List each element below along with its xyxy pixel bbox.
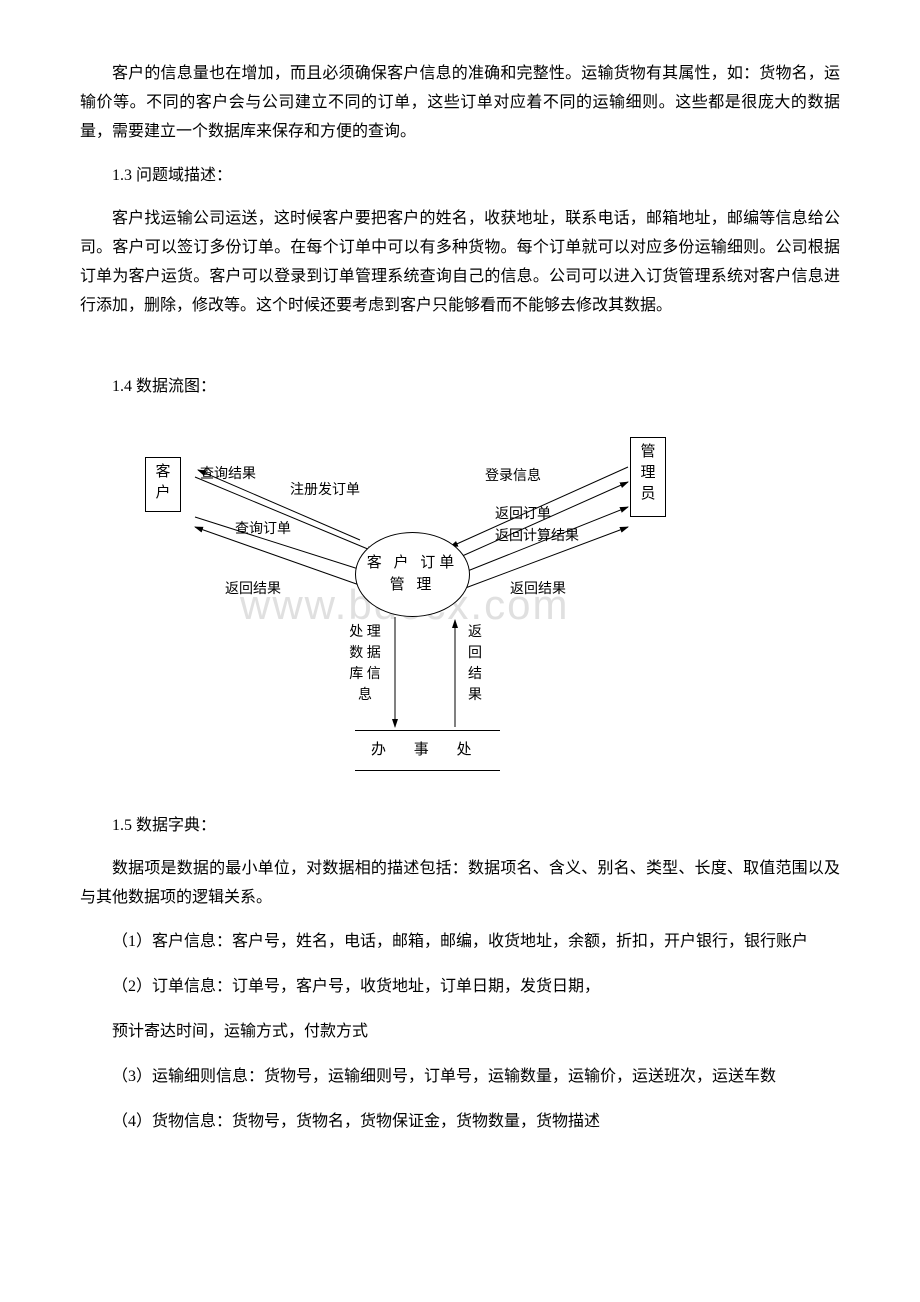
label-query-order: 查询订单 (235, 517, 291, 542)
section-14-title: 1.4 数据流图： (80, 373, 840, 402)
label-return-result-right: 返回结果 (510, 577, 566, 602)
node-customer-label: 客户 (155, 464, 170, 501)
label-process-db: 处 理数 据库 信息 (340, 622, 390, 706)
node-office: 办 事 处 (355, 730, 500, 771)
item-4: （4）货物信息：货物号，货物名，货物保证金，货物数量，货物描述 (80, 1108, 840, 1137)
section-13-body: 客户找运输公司运送，这时候客户要把客户的姓名，收获地址，联系电话，邮箱地址，邮编… (80, 205, 840, 320)
label-register-order: 注册发订单 (290, 478, 360, 503)
node-admin-label: 管理员 (640, 444, 655, 502)
intro-paragraph: 客户的信息量也在增加，而且必须确保客户信息的准确和完整性。运输货物有其属性，如：… (80, 60, 840, 146)
label-login-info: 登录信息 (485, 464, 541, 489)
node-center-label: 客 户 订单 管 理 (364, 552, 461, 597)
node-office-label: 办 事 处 (371, 742, 484, 758)
item-2: （2）订单信息：订单号，客户号，收货地址，订单日期，发货日期， (80, 973, 840, 1002)
section-15-title: 1.5 数据字典： (80, 812, 840, 841)
item-1: （1）客户信息：客户号，姓名，电话，邮箱，邮编，收货地址，余额，折扣，开户银行，… (80, 928, 840, 957)
label-return-calc: 返回计算结果 (495, 524, 579, 549)
section-15-intro: 数据项是数据的最小单位，对数据相的描述包括：数据项名、含义、别名、类型、长度、取… (80, 855, 840, 913)
item-2b: 预计寄达时间，运输方式，付款方式 (80, 1018, 840, 1047)
section-13-title: 1.3 问题域描述： (80, 162, 840, 191)
node-center: 客 户 订单 管 理 (355, 532, 470, 617)
label-return-result-down: 返回结果 (460, 622, 490, 706)
data-flow-diagram: www.bdocx.com 客户 管理员 客 户 订单 管 (140, 422, 700, 782)
item-3: （3）运输细则信息：货物号，运输细则号，订单号，运输数量，运输价，运送班次，运送… (80, 1063, 840, 1092)
label-return-result-left: 返回结果 (225, 577, 281, 602)
node-admin: 管理员 (630, 437, 666, 517)
node-customer: 客户 (145, 457, 181, 512)
label-query-result: 查询结果 (200, 462, 256, 487)
